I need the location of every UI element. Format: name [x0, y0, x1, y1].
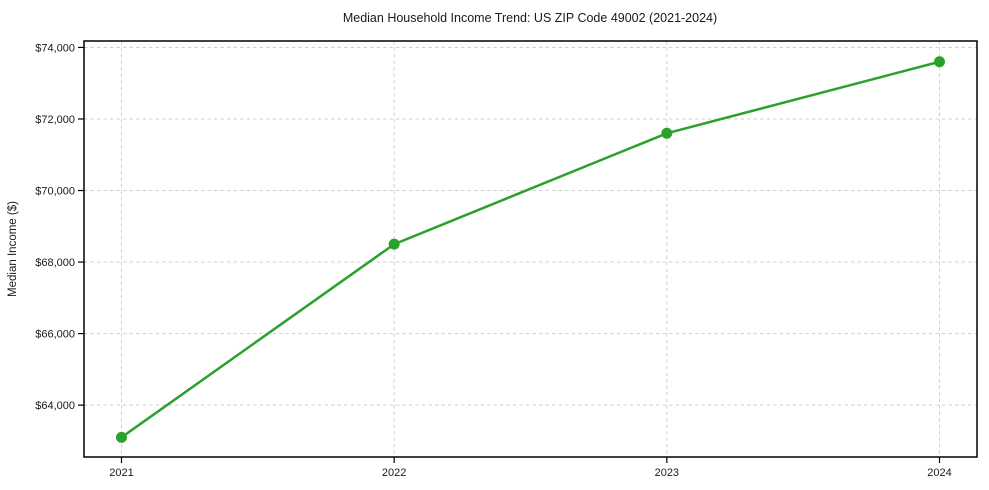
y-tick-label: $68,000 — [35, 257, 75, 269]
y-tick-label: $64,000 — [35, 400, 75, 412]
x-tick-label: 2022 — [382, 467, 406, 479]
y-tick-label: $70,000 — [35, 186, 75, 198]
plot-area: $64,000 $66,000 $68,000 $70,000 $72,000 $74,0… — [35, 40, 978, 479]
chart-title: Median Household Income Trend: US ZIP Co… — [343, 11, 717, 25]
data-point-2024 — [934, 56, 945, 68]
income-trend-line — [120, 60, 941, 439]
x-tick-label: 2021 — [109, 467, 133, 479]
y-tick-label: $74,000 — [35, 42, 75, 54]
y-tick-label: $72,000 — [35, 114, 75, 126]
plot-border — [83, 40, 978, 458]
y-axis-label: Median Income ($) — [7, 201, 19, 297]
x-tick-label: 2024 — [927, 467, 951, 479]
data-point-2023 — [661, 127, 673, 139]
x-tick-label: 2023 — [655, 467, 679, 479]
data-point-2022 — [388, 238, 400, 250]
data-point-2021 — [116, 431, 127, 443]
y-tick-label: $66,000 — [35, 329, 75, 341]
